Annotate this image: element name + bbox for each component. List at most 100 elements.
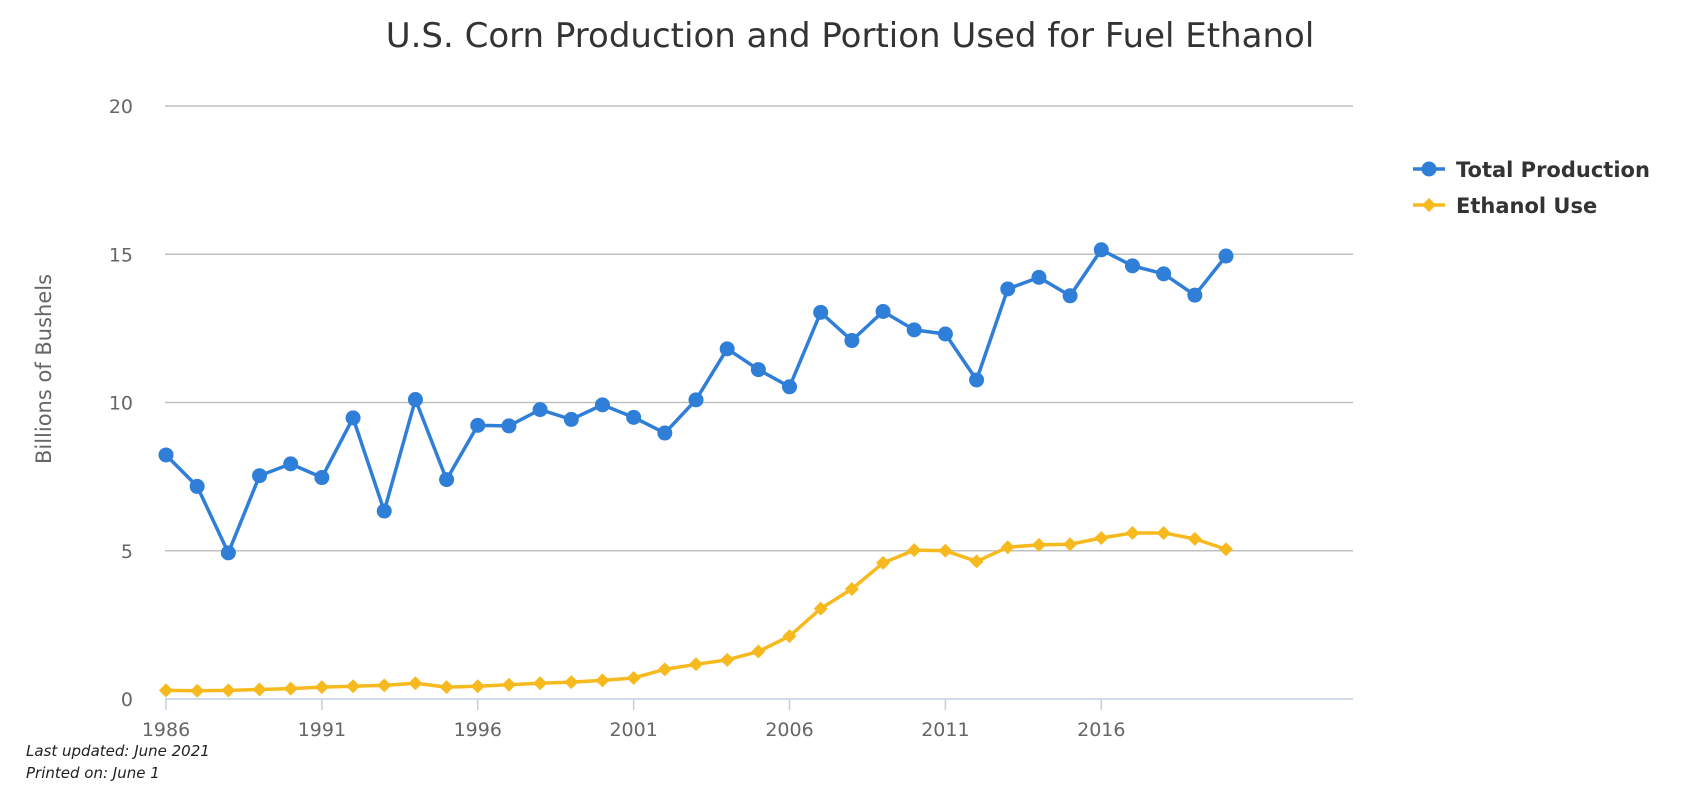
data-point[interactable] — [876, 555, 891, 570]
data-point[interactable] — [844, 333, 860, 349]
data-point[interactable] — [720, 652, 735, 667]
data-point[interactable] — [782, 629, 797, 644]
grid-lines — [165, 105, 1353, 552]
data-point[interactable] — [751, 644, 766, 659]
data-point[interactable] — [221, 683, 236, 698]
data-point[interactable] — [377, 678, 392, 693]
last-updated-note: Last updated: June 2021 — [26, 742, 210, 760]
data-point[interactable] — [283, 456, 299, 472]
data-point[interactable] — [906, 322, 922, 338]
data-point[interactable] — [813, 304, 829, 320]
data-point[interactable] — [719, 341, 735, 357]
series-ethanol-use — [159, 525, 1233, 698]
data-point[interactable] — [501, 677, 516, 692]
y-tick-label: 5 — [121, 541, 133, 563]
data-point[interactable] — [439, 680, 454, 695]
chart-title: U.S. Corn Production and Portion Used fo… — [386, 16, 1315, 56]
data-point[interactable] — [1031, 269, 1047, 285]
data-point[interactable] — [407, 392, 423, 408]
y-tick-label: 15 — [109, 244, 133, 266]
data-point[interactable] — [626, 409, 642, 425]
data-point[interactable] — [563, 411, 579, 427]
x-axis: 1986 1991 1996 2001 2006 2011 2016 — [142, 698, 1353, 741]
data-point[interactable] — [283, 681, 298, 696]
data-point[interactable] — [1000, 540, 1015, 555]
y-tick-label: 0 — [121, 689, 133, 711]
legend-item[interactable]: Ethanol Use — [1413, 194, 1597, 218]
x-tick-label: 2011 — [921, 719, 969, 741]
data-point[interactable] — [1000, 281, 1016, 297]
data-point[interactable] — [875, 303, 891, 319]
data-point[interactable] — [688, 392, 704, 408]
data-point[interactable] — [532, 402, 548, 418]
data-point[interactable] — [782, 379, 798, 395]
data-point[interactable] — [346, 679, 361, 694]
data-point[interactable] — [1187, 531, 1202, 546]
data-point[interactable] — [813, 601, 828, 616]
legend-item[interactable]: Total Production — [1413, 158, 1650, 182]
y-axis-ticks: 0 5 10 15 20 — [109, 96, 133, 711]
data-point[interactable] — [252, 468, 268, 484]
data-point[interactable] — [1093, 242, 1109, 258]
data-point[interactable] — [938, 543, 953, 558]
data-point[interactable] — [408, 676, 423, 691]
data-point[interactable] — [657, 425, 673, 441]
data-point[interactable] — [594, 397, 610, 413]
data-point[interactable] — [844, 581, 859, 596]
data-point[interactable] — [470, 417, 486, 433]
data-point[interactable] — [1218, 248, 1234, 264]
x-tick-label: 1986 — [142, 719, 190, 741]
data-point[interactable] — [969, 554, 984, 569]
data-point[interactable] — [314, 470, 330, 486]
data-point[interactable] — [969, 372, 985, 388]
data-point[interactable] — [439, 472, 455, 488]
data-point[interactable] — [376, 503, 392, 519]
data-point[interactable] — [533, 676, 548, 691]
x-tick-label: 2016 — [1077, 719, 1125, 741]
data-point[interactable] — [189, 478, 205, 494]
legend-diamond-icon — [1422, 198, 1436, 212]
data-point[interactable] — [657, 662, 672, 677]
x-tick-label: 2006 — [765, 719, 813, 741]
x-tick-label: 2001 — [609, 719, 657, 741]
data-point[interactable] — [1156, 266, 1172, 282]
data-point[interactable] — [470, 679, 485, 694]
data-point[interactable] — [689, 657, 703, 672]
data-point[interactable] — [158, 447, 174, 463]
legend-label: Total Production — [1456, 158, 1650, 182]
data-point[interactable] — [1125, 525, 1140, 540]
data-point[interactable] — [345, 410, 361, 426]
data-point[interactable] — [190, 683, 205, 698]
data-point[interactable] — [1062, 288, 1078, 304]
data-point[interactable] — [1124, 258, 1140, 274]
data-point[interactable] — [1063, 537, 1078, 552]
x-tick-label: 1991 — [298, 719, 346, 741]
data-point[interactable] — [1187, 287, 1203, 303]
legend: Total Production Ethanol Use — [1413, 158, 1650, 218]
data-point[interactable] — [159, 683, 173, 698]
data-point[interactable] — [937, 326, 953, 342]
legend-circle-icon — [1421, 161, 1437, 177]
data-point[interactable] — [1156, 525, 1171, 540]
x-tick-label: 1996 — [454, 719, 502, 741]
legend-label: Ethanol Use — [1456, 194, 1597, 218]
data-point[interactable] — [1094, 531, 1109, 546]
data-point[interactable] — [595, 673, 610, 688]
data-point[interactable] — [1031, 537, 1046, 552]
series-total-production — [158, 242, 1234, 561]
data-point[interactable] — [501, 418, 517, 434]
y-axis-label: Billions of Bushels — [32, 274, 56, 464]
data-point[interactable] — [750, 362, 766, 378]
y-tick-label: 10 — [109, 393, 133, 415]
data-point[interactable] — [314, 680, 329, 695]
series-group — [158, 242, 1234, 698]
data-point[interactable] — [1219, 542, 1233, 557]
data-point[interactable] — [564, 675, 579, 690]
data-point[interactable] — [626, 670, 641, 685]
data-point[interactable] — [252, 682, 267, 697]
printed-on-note: Printed on: June 1 — [26, 764, 160, 782]
data-point[interactable] — [220, 545, 236, 561]
data-point[interactable] — [907, 543, 922, 558]
y-tick-label: 20 — [109, 96, 133, 118]
